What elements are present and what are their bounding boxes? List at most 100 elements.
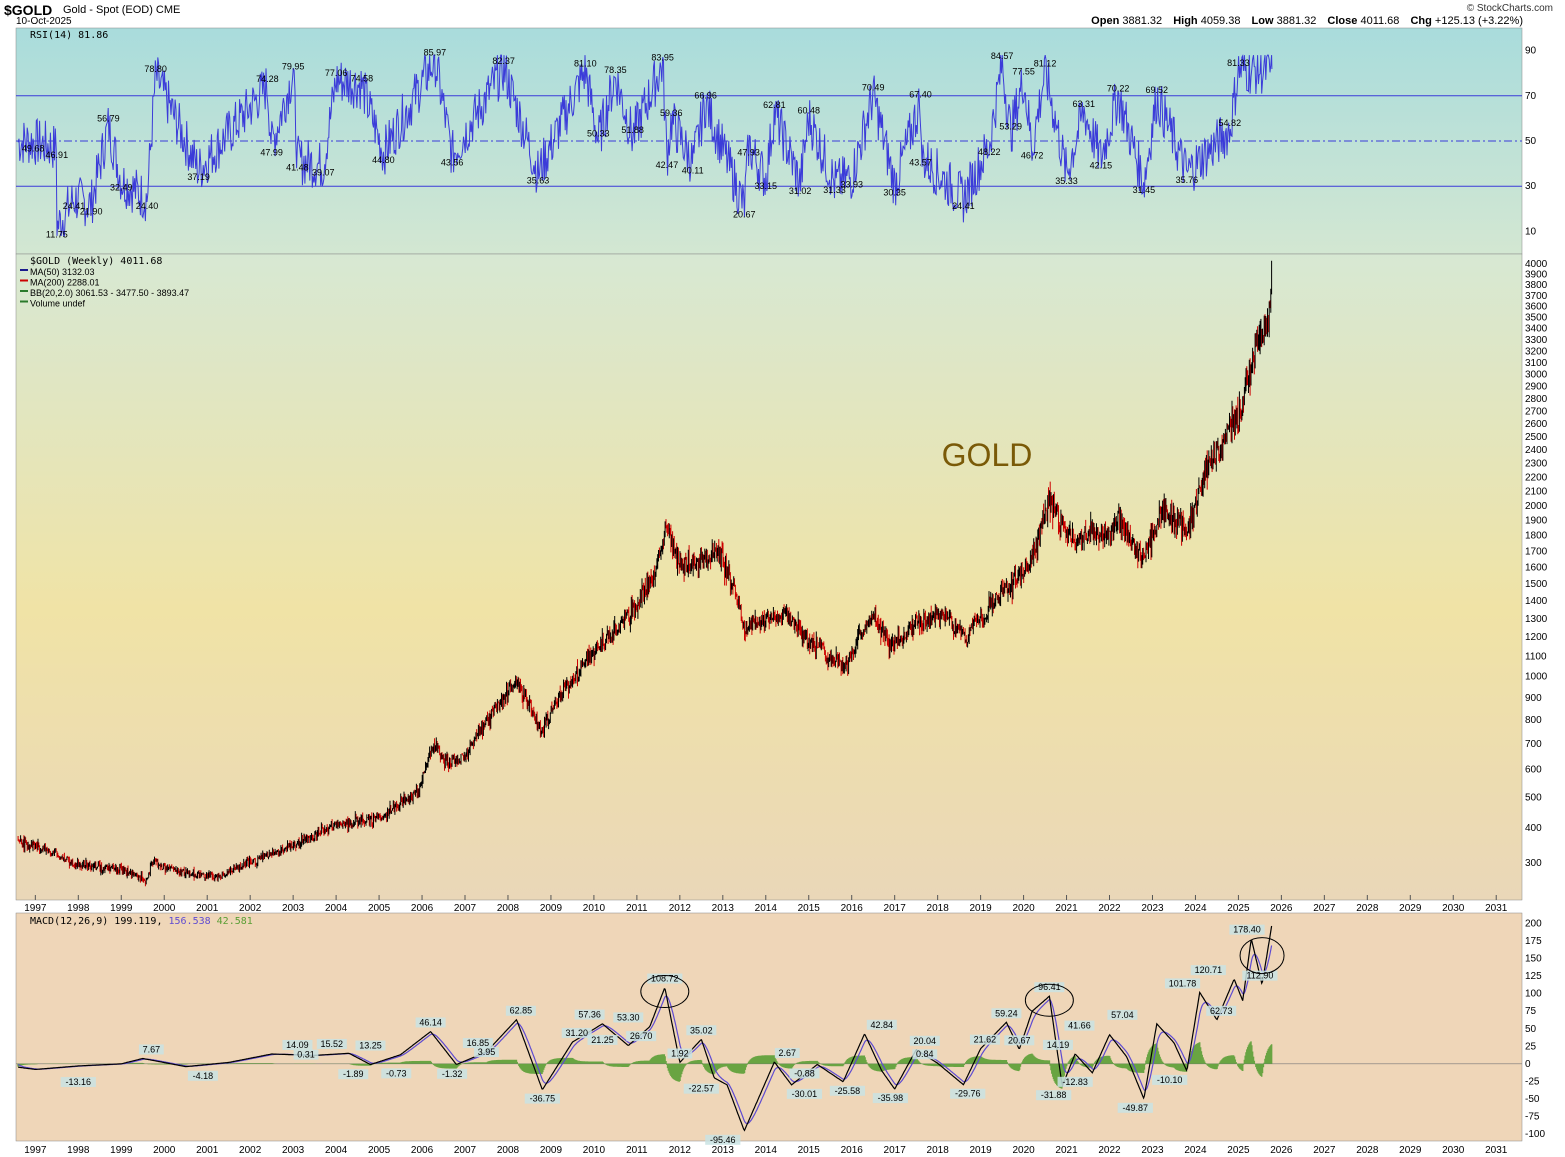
rsi-legend: RSI(14) 81.86: [30, 30, 108, 41]
macd-x-tick: 2028: [1356, 1145, 1379, 1156]
price-y-tick: 1900: [1525, 516, 1548, 527]
macd-label-bg: [462, 1038, 493, 1049]
rsi-value-label: 77.06: [325, 68, 348, 78]
macd-value-label: 96.41: [1038, 982, 1061, 992]
macd-value-label: -95.46: [710, 1135, 736, 1145]
macd-value-label: 14.19: [1047, 1040, 1070, 1050]
rsi-value-label: 60.48: [797, 105, 820, 115]
price-legend-item: MA(200) 2288.01: [30, 278, 100, 288]
price-x-tick: 2002: [239, 903, 262, 914]
rsi-value-label: 42.47: [656, 160, 679, 170]
macd-x-tick: 2014: [755, 1145, 778, 1156]
macd-value-label: -35.98: [878, 1093, 904, 1103]
chg-value: +125.13 (+3.22%): [1434, 15, 1523, 27]
macd-label-bg: [282, 1039, 313, 1050]
price-x-tick: 2029: [1399, 903, 1422, 914]
macd-x-tick: 2027: [1313, 1145, 1336, 1156]
macd-label-bg: [872, 1093, 908, 1104]
rsi-value-label: 66.96: [694, 91, 717, 101]
price-y-tick: 3500: [1525, 313, 1548, 324]
macd-y-tick: -25: [1525, 1076, 1540, 1087]
price-x-tick: 2008: [497, 903, 520, 914]
macd-label-bg: [1117, 1102, 1153, 1113]
macd-value-label: 108.72: [651, 974, 679, 984]
macd-value-label: -0.88: [794, 1068, 815, 1078]
macd-x-tick: 2009: [540, 1145, 563, 1156]
macd-label-bg: [338, 1069, 369, 1080]
macd-value-label: 41.66: [1068, 1021, 1091, 1031]
macd-label-bg: [866, 1019, 897, 1030]
macd-x-tick: 2018: [927, 1145, 950, 1156]
rsi-y-tick: 90: [1525, 46, 1537, 57]
price-legend-item: MA(50) 3132.03: [30, 267, 95, 277]
macd-value-label: 0.31: [297, 1050, 315, 1060]
price-x-tick: 2010: [583, 903, 606, 914]
macd-value-label: -30.01: [792, 1089, 818, 1099]
price-y-tick: 3300: [1525, 335, 1548, 346]
price-y-tick: 2400: [1525, 445, 1548, 456]
brand-logo[interactable]: © StockCharts.com: [1466, 3, 1553, 14]
price-x-tick: 2004: [325, 903, 348, 914]
price-y-tick: 3700: [1525, 291, 1548, 302]
macd-value-label: 57.36: [578, 1010, 601, 1020]
macd-y-tick: 75: [1525, 1006, 1537, 1017]
rsi-value-label: 59.36: [660, 108, 683, 118]
rsi-value-label: 41.48: [286, 162, 309, 172]
rsi-value-label: 49.68: [22, 144, 45, 154]
rsi-value-label: 78.35: [604, 65, 627, 75]
macd-value-label: 1.92: [671, 1048, 689, 1058]
macd-value-label: -12.83: [1062, 1077, 1088, 1087]
macd-label-bg: [1164, 978, 1201, 989]
macd-x-tick: 1998: [67, 1145, 90, 1156]
macd-label-bg: [626, 1031, 657, 1042]
macd-x-tick: 2023: [1141, 1145, 1164, 1156]
macd-label-bg: [60, 1077, 96, 1088]
rsi-value-label: 20.67: [733, 209, 756, 219]
macd-value-label: 21.62: [974, 1035, 997, 1045]
macd-value-label: 120.71: [1195, 965, 1223, 975]
price-x-tick: 2022: [1098, 903, 1121, 914]
price-y-tick: 1100: [1525, 651, 1547, 662]
macd-y-tick: 100: [1525, 989, 1542, 1000]
macd-label-bg: [1036, 1090, 1072, 1101]
price-y-tick: 1600: [1525, 562, 1548, 573]
rsi-value-label: 39.07: [312, 168, 335, 178]
chg-label: Chg: [1410, 15, 1432, 27]
low-label: Low: [1251, 15, 1274, 27]
macd-label-bg: [786, 1088, 823, 1099]
price-bars-up: [20, 260, 1273, 885]
open-label: Open: [1091, 15, 1120, 27]
macd-value-label: -1.89: [343, 1069, 364, 1079]
rsi-value-label: 77.55: [1012, 67, 1035, 77]
symbol-description: Gold - Spot (EOD): [63, 4, 153, 16]
price-x-tick: 2001: [196, 903, 219, 914]
rsi-value-label: 33.93: [840, 179, 863, 189]
macd-label-bg: [587, 1034, 618, 1045]
macd-x-tick: 2005: [368, 1145, 391, 1156]
macd-label-bg: [1064, 1020, 1095, 1031]
rsi-y-tick: 10: [1525, 226, 1537, 237]
macd-x-tick: 2000: [153, 1145, 176, 1156]
rsi-value-label: 70.22: [1107, 83, 1130, 93]
macd-legend-name: MACD(12,26,9): [30, 916, 114, 927]
macd-value-label: 31.20: [565, 1028, 588, 1038]
macd-value-label: 21.25: [591, 1035, 614, 1045]
rsi-value-label: 81.33: [1227, 58, 1250, 68]
macd-y-tick: 150: [1525, 954, 1542, 965]
rsi-value-label: 47.93: [737, 148, 760, 158]
macd-x-tick: 2026: [1270, 1145, 1293, 1156]
price-x-tick: 2015: [798, 903, 821, 914]
macd-x-tick: 2015: [798, 1145, 821, 1156]
rsi-value-label: 43.56: [441, 158, 464, 168]
price-y-tick: 700: [1525, 739, 1542, 750]
macd-label-bg: [705, 1134, 741, 1145]
watermark-gold: GOLD: [942, 437, 1033, 473]
macd-label-bg: [909, 1035, 940, 1046]
high-label: High: [1173, 15, 1198, 27]
macd-x-tick: 2001: [196, 1145, 219, 1156]
rsi-value-label: 37.19: [187, 172, 210, 182]
price-x-tick: 2026: [1270, 903, 1293, 914]
macd-x-tick: 2006: [411, 1145, 434, 1156]
price-y-tick: 300: [1525, 858, 1542, 869]
